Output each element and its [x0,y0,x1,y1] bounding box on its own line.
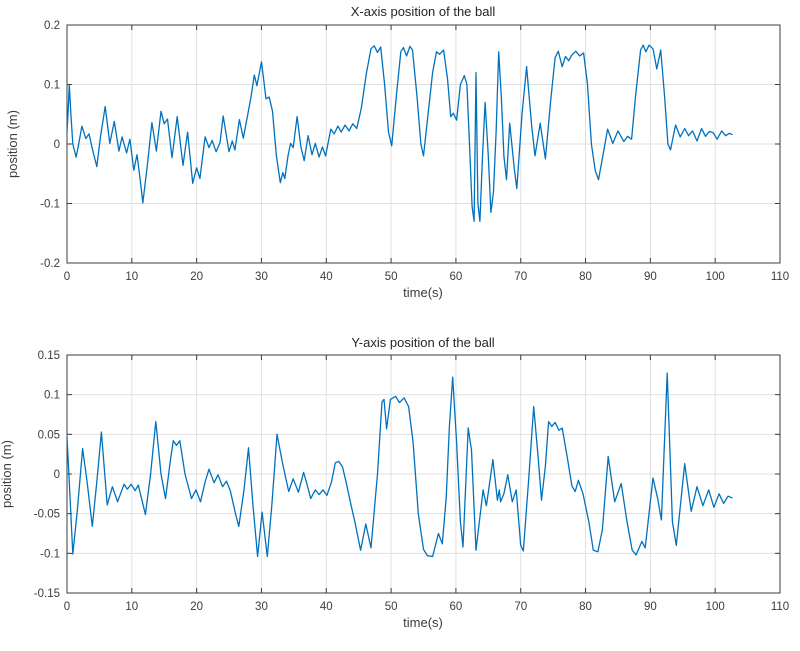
x-tick-label: 110 [771,271,789,283]
x-tick-label: 0 [64,271,70,283]
x-tick-label: 20 [190,601,203,613]
y-tick-label: 0.15 [38,350,60,362]
x-tick-label: 20 [190,271,203,283]
y-tick-label: -0.2 [40,258,60,270]
axes-box [66,24,781,264]
x-tick-label: 70 [514,601,527,613]
x-tick-label: 10 [125,271,138,283]
x-tick-label: 60 [450,271,463,283]
x-tick-label: 110 [771,601,789,613]
x-tick-label: 80 [579,271,592,283]
x-tick-label: 30 [255,601,268,613]
y-tick-label: 0 [54,469,60,481]
series-line [66,372,733,558]
x-tick-label: 40 [320,271,333,283]
x-tick-label: 100 [706,271,725,283]
axes-y-position: 0 10 20 30 40 50 60 70 80 90 100 110 -0.15 -0.1 -0.05 0… [34,350,789,613]
x-tick-label: 100 [706,601,725,613]
y-tick-label: 0.1 [44,390,60,402]
y-tick-label: -0.1 [40,548,60,560]
plot-title-x: X-axis position of the ball [351,4,496,19]
x-tick-label: 80 [579,601,592,613]
x-tick-label: 10 [125,601,138,613]
axes-x-position: 0 10 20 30 40 50 60 70 80 90 100 110 -0.2 -0.1 0 0.1 0.2 [40,20,789,283]
x-tick-label: 40 [320,601,333,613]
y-tick-label: 0 [54,139,60,151]
x-tick-label: 60 [450,601,463,613]
plot-title-y: Y-axis position of the ball [351,335,494,350]
subplot-x-position: X-axis position of the ball time(s) posi… [5,4,789,300]
x-tick-label: 90 [644,601,657,613]
y-tick-label: 0.05 [38,429,60,441]
x-tick-label: 70 [514,271,527,283]
y-axis-label-top: position (m) [5,110,20,178]
y-axis-label-bottom: position (m) [0,440,14,508]
y-tick-label: 0.2 [44,20,60,32]
subplot-y-position: Y-axis position of the ball time(s) posi… [0,335,789,630]
x-tick-label: 50 [385,601,398,613]
y-tick-label: -0.05 [34,509,60,521]
x-tick-label: 30 [255,271,268,283]
x-axis-label-bottom: time(s) [403,615,443,630]
x-tick-label: 0 [64,601,70,613]
series-line [66,44,733,222]
y-tick-label: -0.15 [34,588,60,600]
axes-box [66,354,781,594]
y-tick-label: -0.1 [40,199,60,211]
y-tick-label: 0.1 [44,80,60,92]
x-tick-label: 50 [385,271,398,283]
x-axis-label-top: time(s) [403,285,443,300]
x-tick-label: 90 [644,271,657,283]
